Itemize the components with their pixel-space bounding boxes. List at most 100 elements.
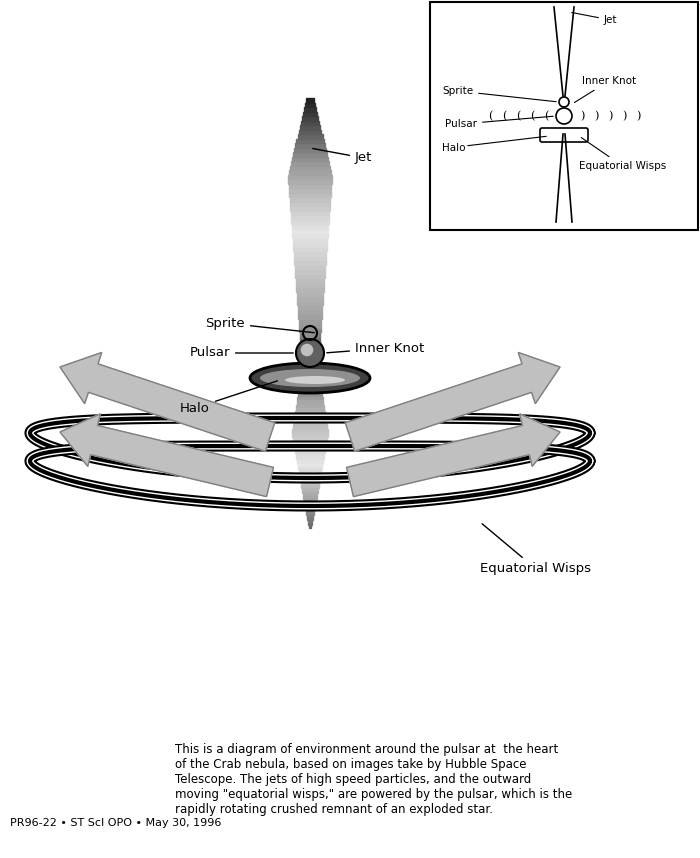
Text: ): ) [580, 111, 584, 121]
Polygon shape [298, 395, 322, 397]
Polygon shape [304, 107, 316, 112]
Text: (: ( [530, 111, 534, 121]
Text: Halo: Halo [442, 143, 466, 153]
Ellipse shape [250, 363, 370, 393]
Polygon shape [346, 414, 560, 497]
Polygon shape [295, 408, 324, 411]
Polygon shape [294, 251, 326, 256]
Polygon shape [295, 278, 324, 282]
Polygon shape [295, 143, 325, 148]
Polygon shape [300, 477, 320, 480]
Polygon shape [295, 264, 326, 269]
Text: ): ) [608, 111, 612, 121]
Polygon shape [288, 174, 332, 179]
Polygon shape [292, 156, 328, 161]
Polygon shape [300, 336, 320, 341]
Polygon shape [297, 296, 323, 300]
Polygon shape [305, 507, 315, 510]
Polygon shape [292, 224, 328, 228]
Polygon shape [294, 260, 326, 264]
Polygon shape [301, 376, 319, 378]
Polygon shape [303, 112, 317, 116]
Polygon shape [293, 426, 327, 429]
Polygon shape [301, 483, 319, 486]
Polygon shape [291, 215, 329, 220]
Polygon shape [303, 493, 317, 496]
Polygon shape [298, 467, 322, 469]
Polygon shape [298, 310, 322, 314]
Polygon shape [290, 206, 330, 210]
Polygon shape [297, 459, 323, 462]
Polygon shape [293, 242, 327, 246]
Text: Jet: Jet [572, 13, 617, 25]
Polygon shape [307, 515, 314, 517]
Polygon shape [293, 429, 328, 432]
Polygon shape [302, 488, 318, 491]
Text: Inner Knot: Inner Knot [327, 341, 424, 354]
Circle shape [296, 339, 324, 367]
Ellipse shape [285, 376, 345, 384]
Polygon shape [293, 435, 328, 438]
Polygon shape [345, 353, 560, 451]
Polygon shape [300, 480, 319, 483]
Text: Inner Knot: Inner Knot [575, 76, 636, 103]
Polygon shape [306, 98, 314, 102]
Polygon shape [288, 184, 331, 188]
Polygon shape [298, 392, 322, 395]
Polygon shape [300, 378, 320, 381]
Polygon shape [296, 282, 324, 287]
Polygon shape [297, 402, 323, 405]
Text: (: ( [488, 111, 492, 121]
Polygon shape [290, 202, 330, 206]
Polygon shape [300, 341, 320, 346]
Polygon shape [302, 486, 318, 488]
Text: Sprite: Sprite [442, 86, 556, 102]
Polygon shape [298, 462, 323, 464]
Polygon shape [300, 125, 321, 130]
Polygon shape [309, 525, 312, 528]
Polygon shape [298, 464, 322, 467]
Polygon shape [293, 238, 328, 242]
Text: Jet: Jet [313, 148, 372, 165]
Ellipse shape [260, 369, 360, 387]
Polygon shape [302, 371, 318, 373]
Polygon shape [296, 138, 323, 143]
Text: Sprite: Sprite [205, 317, 314, 333]
Circle shape [302, 344, 313, 355]
Polygon shape [298, 397, 323, 400]
Polygon shape [294, 419, 326, 421]
Polygon shape [300, 474, 321, 477]
Polygon shape [302, 491, 318, 493]
Text: This is a diagram of environment around the pulsar at  the heart
of the Crab neb: This is a diagram of environment around … [175, 743, 573, 816]
Polygon shape [304, 498, 316, 501]
Polygon shape [301, 350, 319, 354]
Polygon shape [304, 504, 315, 507]
Polygon shape [295, 448, 326, 450]
Polygon shape [306, 512, 314, 515]
Polygon shape [299, 390, 321, 392]
Polygon shape [293, 440, 327, 443]
Text: Pulsar: Pulsar [190, 347, 293, 360]
Text: Pulsar: Pulsar [445, 116, 553, 129]
Polygon shape [289, 170, 331, 174]
Polygon shape [290, 197, 330, 202]
Polygon shape [295, 414, 325, 416]
Polygon shape [297, 292, 323, 296]
Polygon shape [295, 274, 325, 278]
Polygon shape [300, 384, 321, 387]
Text: ): ) [636, 111, 640, 121]
Polygon shape [301, 346, 319, 350]
Text: Halo: Halo [180, 381, 277, 414]
Polygon shape [295, 269, 325, 274]
Polygon shape [290, 210, 329, 215]
Polygon shape [290, 166, 330, 170]
Polygon shape [308, 523, 312, 525]
Polygon shape [294, 443, 326, 445]
Polygon shape [295, 445, 326, 448]
Polygon shape [301, 354, 318, 359]
Polygon shape [299, 318, 321, 323]
Polygon shape [302, 359, 318, 364]
Polygon shape [289, 192, 330, 197]
Text: ): ) [622, 111, 626, 121]
Text: Equatorial Wisps: Equatorial Wisps [579, 137, 666, 171]
